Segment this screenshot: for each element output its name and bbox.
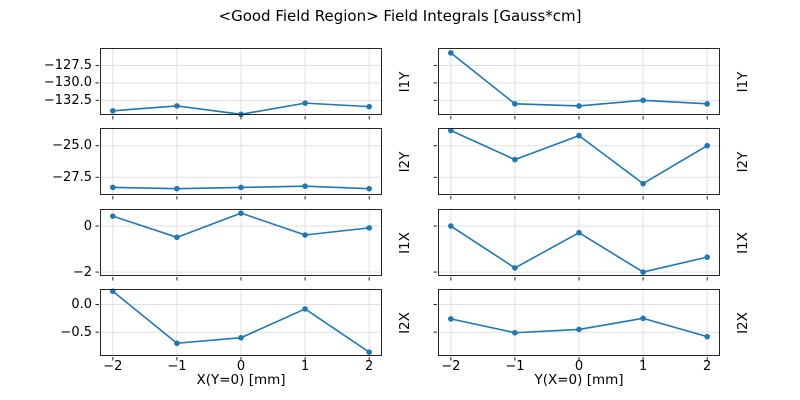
y-tick-label: −130.0 [43,75,92,91]
y-tick-label: 0 [83,218,92,234]
plot-canvas [433,289,720,361]
row-label-i2y: I2Y [735,151,751,172]
data-point [174,103,180,109]
plot-canvas [433,48,720,120]
chart-title: <Good Field Region> Field Integrals [Gau… [218,7,582,25]
data-point [174,234,180,241]
x-tick-label: 1 [638,359,648,374]
data-point [174,185,180,192]
data-point [238,184,244,191]
plot-canvas [433,127,720,200]
data-point [110,213,116,219]
data-point [110,184,116,191]
x-tick-label: 2 [365,359,374,374]
data-point [302,232,308,238]
data-point [576,103,582,109]
subplot-i1x-x [95,209,382,281]
data-point [302,100,308,106]
data-point [704,254,710,260]
data-point [576,229,582,236]
x-tick-label: 2 [703,359,712,374]
x-tick-label: 0 [574,359,584,374]
data-point [512,265,518,271]
data-point [512,156,518,163]
subplot-i1x-y [433,209,720,281]
subplot-i2y-x [95,128,382,200]
data-point [448,50,454,56]
data-point [704,333,710,340]
data-point [174,340,180,347]
subplot-i1y-y [433,48,720,120]
plot-canvas [95,288,382,361]
y-tick-label: −2 [72,264,92,280]
plot-canvas [433,209,720,281]
y-tick-label: 0.0 [71,297,92,312]
row-label-i1y: I1Y [735,71,751,92]
data-point [110,108,116,114]
data-point [448,127,454,134]
row-label-i1y: I1Y [397,71,413,92]
y-tick-label: −25.0 [52,138,92,154]
x-tick-label: −1 [167,359,187,374]
axes-frame [438,289,720,356]
x-tick-label: −2 [441,359,461,374]
axes-frame [438,209,720,276]
data-point [512,329,518,336]
row-label-i2x: I2X [397,311,413,334]
data-point [640,97,646,104]
data-point [448,316,454,322]
row-label-i2y: I2Y [397,151,413,172]
axes-frame [100,209,382,276]
data-point [704,101,710,107]
subplot-i1y-x [95,48,382,120]
row-label-i1x: I1X [397,231,413,254]
plot-canvas [95,209,382,281]
x-axis-label-right: Y(X=0) [mm] [534,372,624,388]
data-point [640,269,646,275]
subplot-i2y-y [433,127,720,200]
axes-frame [100,128,382,195]
data-point [704,142,710,149]
axes-frame [438,128,720,195]
data-point [640,315,646,322]
axes-frame [100,48,382,115]
axes-frame [100,289,382,356]
data-point [576,132,582,139]
data-point [576,326,582,333]
y-tick-label: −132.5 [43,92,92,108]
x-tick-label: −2 [103,359,123,374]
x-tick-label: −1 [505,359,525,374]
y-tick-label: −27.5 [52,169,92,185]
data-point [366,185,372,192]
data-point [238,210,244,216]
plot-canvas [95,48,382,120]
data-point [366,349,372,355]
row-label-i2x: I2X [735,311,751,334]
data-point [366,103,372,110]
data-point [302,183,308,189]
x-axis-label-left: X(Y=0) [mm] [196,372,286,388]
data-point [238,334,244,341]
x-tick-label: 0 [236,359,246,374]
data-point [302,306,308,312]
subplot-i2x-x [95,288,382,361]
y-tick-label: −127.5 [43,57,92,73]
data-point [640,180,646,187]
x-tick-label: 1 [300,359,310,374]
y-tick-label: −0.5 [60,324,92,340]
data-point [448,223,454,229]
row-label-i1x: I1X [735,231,751,254]
data-point [366,225,372,231]
plot-canvas [95,128,382,200]
axes-frame [438,48,720,115]
subplot-i2x-y [433,289,720,361]
data-point [512,101,518,107]
